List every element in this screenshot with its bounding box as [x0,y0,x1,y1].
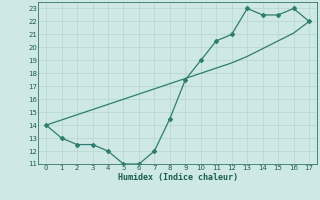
X-axis label: Humidex (Indice chaleur): Humidex (Indice chaleur) [118,173,238,182]
